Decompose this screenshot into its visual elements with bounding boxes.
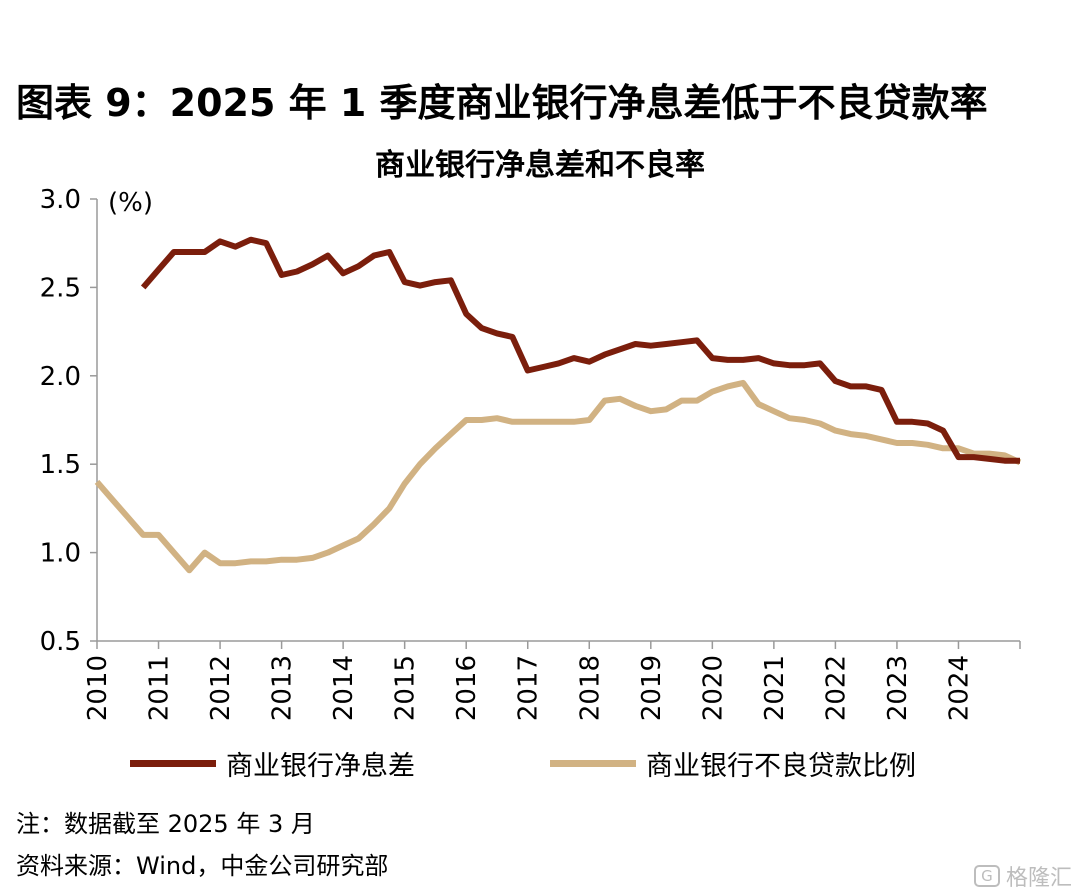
x-tick-label: 2021 [760, 655, 790, 721]
x-tick-label: 2016 [452, 655, 482, 721]
series-line-npl [94, 379, 1022, 574]
watermark-logo-icon: G [973, 865, 1000, 887]
axes: 0.5 1.0 1.5 2.0 2.5 3.0 2010 2011 2012 2013 2014 20… [40, 185, 1021, 721]
x-tick-label: 2019 [637, 655, 667, 721]
footnote: 注：数据截至 2025 年 3 月 [16, 810, 315, 838]
y-tick-label: 3.0 [40, 185, 81, 215]
x-tick-label: 2014 [329, 655, 359, 721]
source-note: 资料来源：Wind，中金公司研究部 [16, 852, 389, 880]
legend-label-npl: 商业银行不良贷款比例 [646, 751, 916, 782]
y-tick-label: 1.5 [40, 450, 81, 480]
x-tick-label: 2011 [145, 655, 175, 721]
chart-title: 商业银行净息差和不良率 [375, 148, 705, 183]
watermark: G 格隆汇 [973, 860, 1072, 892]
x-tick-label: 2022 [821, 655, 851, 721]
legend-swatch-npl [550, 760, 636, 767]
x-tick-label: 2010 [83, 655, 113, 721]
y-tick-label: 2.5 [40, 273, 81, 303]
x-tick-label: 2012 [206, 655, 236, 721]
series-layer [94, 236, 1022, 574]
legend-item-nim: 商业银行净息差 [130, 744, 415, 783]
x-tick-label: 2020 [698, 655, 728, 721]
x-tick-label: 2024 [944, 655, 974, 721]
watermark-text: 格隆汇 [1005, 866, 1072, 891]
y-tick-label: 2.0 [40, 362, 81, 392]
x-tick-label: 2023 [883, 655, 913, 721]
y-axis-unit: (%) [108, 188, 153, 218]
y-tick-label: 0.5 [40, 627, 81, 657]
legend-item-npl: 商业银行不良贷款比例 [550, 744, 916, 783]
series-line-nim [140, 236, 1020, 464]
legend-swatch-nim [130, 760, 216, 767]
x-tick-label: 2018 [575, 655, 605, 721]
x-tick-label: 2015 [391, 655, 421, 721]
y-tick-label: 1.0 [40, 539, 81, 569]
legend-label-nim: 商业银行净息差 [226, 751, 415, 782]
x-tick-label: 2013 [268, 655, 298, 721]
figure-title: 图表 9：2025 年 1 季度商业银行净息差低于不良贷款率 [16, 81, 988, 125]
x-tick-label: 2017 [514, 655, 544, 721]
